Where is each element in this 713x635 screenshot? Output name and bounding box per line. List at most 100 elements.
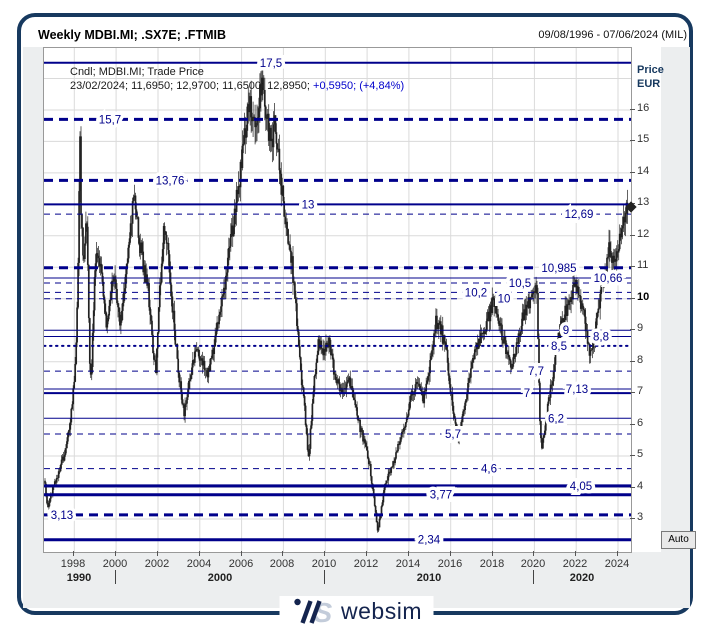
trend-line-label: 7,13	[566, 384, 588, 396]
trend-line-label: 13	[302, 199, 315, 211]
trend-line-label: 2,34	[418, 535, 441, 547]
time-axis-year-label: 2022	[562, 558, 588, 570]
trend-line-label: 5,7	[445, 429, 461, 441]
time-axis-decade-label: 2000	[207, 572, 233, 584]
time-axis-tick	[324, 551, 325, 556]
price-axis-tick	[630, 235, 635, 236]
time-axis-year-label: 2000	[102, 558, 128, 570]
price-axis-label: 15	[637, 133, 650, 145]
trend-line-label: 4,6	[481, 464, 497, 476]
time-axis-tick	[282, 551, 283, 556]
price-axis-label: 14	[637, 165, 650, 177]
time-axis-tick	[199, 551, 200, 556]
legend-change-values: +0,5950; (+4,84%)	[313, 80, 405, 92]
trend-line-label: 3,77	[430, 490, 452, 502]
time-axis-tick	[408, 551, 409, 556]
trend-line-label: 9	[563, 325, 569, 337]
trend-line-label: 10,2	[465, 287, 487, 299]
price-axis-label: 13	[637, 196, 650, 208]
websim-logo-text: websim	[341, 597, 422, 624]
trend-line-label: 17,5	[260, 58, 282, 70]
chart-legend: Cndl; MDBI.MI; Trade Price 23/02/2024; 1…	[70, 65, 404, 93]
trend-line-label: 8,8	[593, 332, 609, 344]
price-axis-label: 3	[637, 511, 644, 523]
time-axis-year-label: 2004	[186, 558, 212, 570]
price-axis-tick	[630, 329, 635, 330]
time-axis-year-label: 2020	[520, 558, 546, 570]
time-axis-tick	[575, 551, 576, 556]
price-axis-label: 11	[637, 259, 649, 271]
trend-line-label: 12,69	[565, 209, 594, 221]
time-axis-tick	[73, 551, 74, 556]
price-axis-label: 9	[637, 322, 644, 334]
time-axis-year-label: 2024	[604, 558, 630, 570]
trend-line-label: 10,66	[594, 273, 623, 285]
price-axis-label: 6	[637, 417, 644, 429]
time-axis-year-label: 2014	[395, 558, 421, 570]
decade-separator	[533, 570, 534, 584]
websim-logo-icon: S	[293, 597, 332, 626]
time-axis-year-label: 2012	[353, 558, 379, 570]
time-axis-year-label: 2006	[228, 558, 254, 570]
trend-line-label: 7	[524, 388, 530, 400]
price-axis-tick	[630, 424, 635, 425]
time-axis-tick	[450, 551, 451, 556]
price-axis-strip	[631, 47, 661, 552]
time-axis-tick	[241, 551, 242, 556]
trend-line-label: 8,5	[551, 341, 567, 353]
time-axis-tick	[492, 551, 493, 556]
trend-line-label: 6,2	[548, 413, 564, 425]
time-axis-decade-label: 2020	[569, 572, 595, 584]
price-axis-label: 12	[637, 228, 650, 240]
price-axis-title: Price EUR	[637, 64, 664, 90]
trend-line-label: 4,05	[570, 481, 592, 493]
trend-line-label: 10,985	[541, 263, 576, 275]
trend-line-label: 10,5	[509, 278, 531, 290]
price-axis-tick	[630, 140, 635, 141]
price-axis-label: 7	[637, 385, 644, 397]
price-axis-label: 5	[637, 448, 644, 460]
date-range: 09/08/1996 - 07/06/2024 (MIL)	[538, 29, 687, 41]
auto-scale-button[interactable]: Auto	[661, 531, 696, 549]
price-axis-label: 8	[637, 354, 644, 366]
websim-logo: S websim	[279, 596, 434, 626]
time-axis-tick	[366, 551, 367, 556]
time-axis-year-label: 2008	[269, 558, 295, 570]
time-axis-year-label: 2010	[311, 558, 337, 570]
price-axis-tick	[630, 361, 635, 362]
price-axis-tick	[630, 109, 635, 110]
legend-ohlc-values: 23/02/2024; 11,6950; 12,9700; 11,6500; 1…	[70, 80, 314, 92]
price-axis-tick	[630, 518, 635, 519]
legend-quote-line: 23/02/2024; 11,6950; 12,9700; 11,6500; 1…	[70, 79, 404, 93]
time-axis-year-label: 2018	[479, 558, 505, 570]
time-axis-year-label: 2016	[437, 558, 463, 570]
time-axis-tick	[533, 551, 534, 556]
price-axis-tick	[630, 455, 635, 456]
time-axis-year-label: 1998	[60, 558, 86, 570]
candle-bodies	[44, 77, 629, 531]
chart-plot-area[interactable]: 17,5 15,7 13,76 13 12,69 10,985 10,66 10,5 10,2 1…	[43, 47, 632, 553]
price-axis-tick	[630, 487, 635, 488]
trend-line-label: 3,13	[51, 510, 73, 522]
time-axis-year-label: 2002	[144, 558, 170, 570]
price-axis-label: 4	[637, 480, 644, 492]
price-axis-label: 16	[637, 102, 650, 114]
price-axis-label: 10	[637, 291, 650, 303]
time-axis-decade-label: 1990	[66, 572, 92, 584]
price-axis-tick	[630, 298, 635, 299]
price-axis-tick	[630, 266, 635, 267]
legend-series-line: Cndl; MDBI.MI; Trade Price	[70, 66, 204, 78]
trend-line-label: 7,7	[528, 366, 544, 378]
price-axis-tick	[630, 172, 635, 173]
trend-line-label: 10	[498, 294, 511, 306]
decade-separator	[324, 570, 325, 584]
time-axis-tick	[115, 551, 116, 556]
price-axis-tick	[630, 392, 635, 393]
candle-wicks	[44, 62, 628, 533]
page-title: Weekly MDBI.MI; .SX7E; .FTMIB	[38, 28, 226, 42]
decade-separator	[115, 570, 116, 584]
candlestick-chart[interactable]: 17,5 15,7 13,76 13 12,69 10,985 10,66 10,5 10,2 1…	[44, 48, 631, 552]
trend-line-label: 15,7	[99, 114, 121, 126]
time-axis-tick	[617, 551, 618, 556]
trend-line-label: 13,76	[156, 175, 185, 187]
